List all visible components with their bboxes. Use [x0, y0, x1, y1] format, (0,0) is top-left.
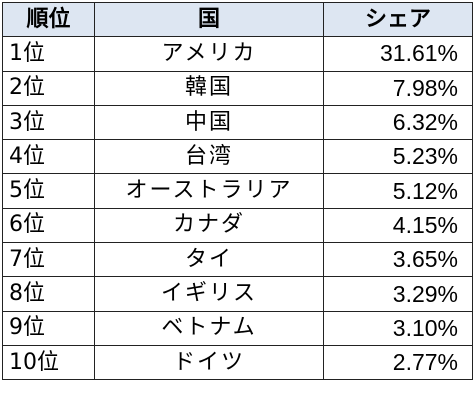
share-cell: 3.10%: [323, 310, 473, 346]
rank-cell: 1位: [2, 36, 95, 72]
country-cell: 韓国: [94, 70, 324, 106]
rank-cell: 3位: [2, 104, 95, 141]
share-ranking-table: 順位 国 シェア 1位 アメリカ 31.61% 2位 韓国 7.98% 3位 中国 6.32% 4…: [2, 1, 473, 381]
table-row: 8位 イギリス 3.29%: [2, 276, 473, 312]
country-cell: ベトナム: [94, 310, 324, 346]
share-cell: 31.61%: [323, 36, 473, 72]
rank-cell: 9位: [2, 310, 95, 346]
header-rank: 順位: [2, 1, 95, 38]
rank-cell: 5位: [2, 173, 95, 209]
rank-cell: 4位: [2, 139, 95, 175]
share-cell: 7.98%: [323, 70, 473, 106]
share-cell: 3.65%: [323, 242, 473, 278]
share-cell: 4.15%: [323, 207, 473, 244]
table-body: 1位 アメリカ 31.61% 2位 韓国 7.98% 3位 中国 6.32% 4位 台湾 5.23% 5…: [2, 36, 473, 381]
share-cell: 5.12%: [323, 173, 473, 209]
rank-cell: 10位: [2, 344, 95, 381]
table-header: 順位 国 シェア: [2, 1, 473, 38]
table-row: 2位 韓国 7.98%: [2, 70, 473, 106]
country-cell: タイ: [94, 242, 324, 278]
country-cell: オーストラリア: [94, 173, 324, 209]
share-cell: 5.23%: [323, 139, 473, 175]
country-cell: イギリス: [94, 276, 324, 312]
table-row: 10位 ドイツ 2.77%: [2, 344, 473, 381]
header-row: 順位 国 シェア: [2, 1, 473, 38]
table-row: 6位 カナダ 4.15%: [2, 207, 473, 244]
country-cell: 台湾: [94, 139, 324, 175]
header-country: 国: [94, 1, 324, 38]
table-row: 4位 台湾 5.23%: [2, 139, 473, 175]
header-share: シェア: [323, 1, 473, 38]
rank-cell: 8位: [2, 276, 95, 312]
table-row: 3位 中国 6.32%: [2, 104, 473, 141]
rank-cell: 6位: [2, 207, 95, 244]
table-row: 9位 ベトナム 3.10%: [2, 310, 473, 346]
country-cell: カナダ: [94, 207, 324, 244]
country-cell: 中国: [94, 104, 324, 141]
share-cell: 6.32%: [323, 104, 473, 141]
country-cell: アメリカ: [94, 36, 324, 72]
country-cell: ドイツ: [94, 344, 324, 381]
rank-cell: 7位: [2, 242, 95, 278]
share-cell: 2.77%: [323, 344, 473, 381]
rank-cell: 2位: [2, 70, 95, 106]
table-row: 5位 オーストラリア 5.12%: [2, 173, 473, 209]
table-row: 7位 タイ 3.65%: [2, 242, 473, 278]
share-cell: 3.29%: [323, 276, 473, 312]
table-row: 1位 アメリカ 31.61%: [2, 36, 473, 72]
